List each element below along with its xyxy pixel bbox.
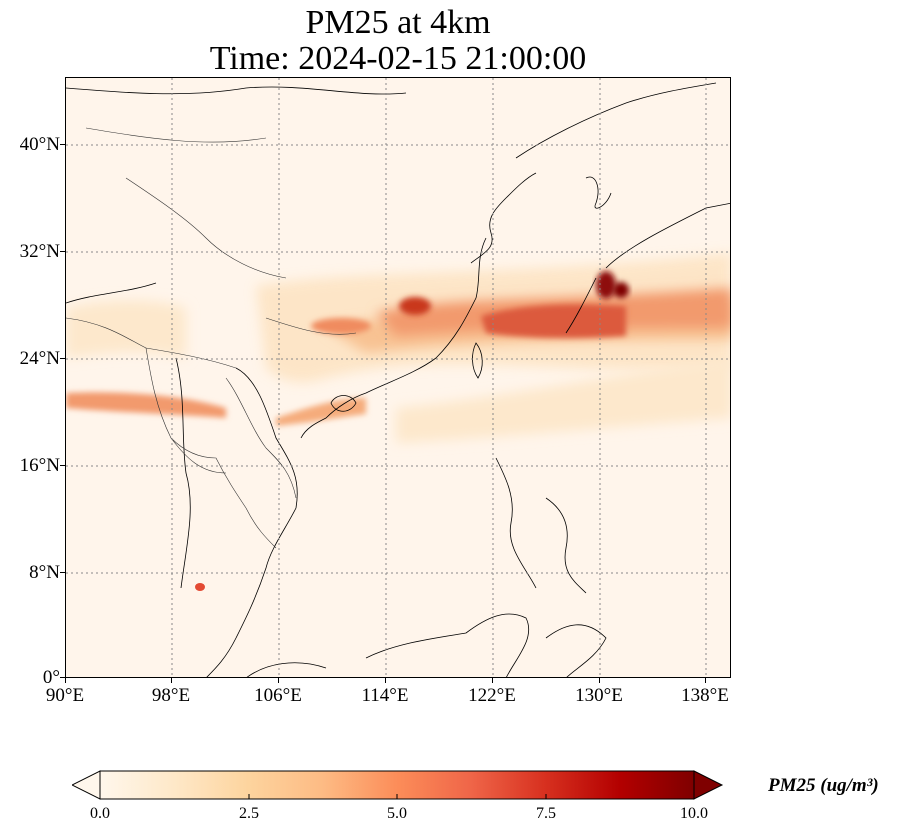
gridlines <box>66 78 730 677</box>
lon-tick-label-130: 130°E <box>575 685 623 706</box>
map-panel <box>65 77 731 678</box>
lat-tick-label-24: 24°N <box>19 348 60 369</box>
pm25-concentration-field <box>66 253 730 591</box>
lon-tick-label-114: 114°E <box>361 685 409 706</box>
lon-tick-mark <box>171 678 172 683</box>
lon-tick-mark <box>385 678 386 683</box>
colorbar-tick-label: 2.5 <box>239 805 259 822</box>
lon-tick-mark <box>278 678 279 683</box>
lat-tick-label-0: 0° <box>42 667 60 688</box>
colorbar <box>72 770 724 800</box>
lat-tick-label-8: 8°N <box>29 562 60 583</box>
map-title-line2: Time: 2024-02-15 21:00:00 <box>209 40 587 77</box>
lat-tick-label-40: 40°N <box>19 134 60 155</box>
lat-tick-mark <box>60 677 65 678</box>
lat-tick-label-16: 16°N <box>19 455 60 476</box>
lon-tick-mark <box>705 678 706 683</box>
map-title-line1: PM25 at 4km <box>305 4 491 41</box>
map-canvas <box>66 78 730 677</box>
lon-tick-label-90: 90°E <box>45 685 85 706</box>
lon-tick-mark <box>599 678 600 683</box>
colorbar-max-extend-arrow <box>693 770 724 800</box>
lon-tick-label-106: 106°E <box>254 685 302 706</box>
colorbar-tick-label: 10.0 <box>680 805 708 822</box>
country-borders <box>66 127 357 549</box>
colorbar-tick-label: 0.0 <box>90 805 110 822</box>
colorbar-title: PM25 (ug/m³) <box>768 775 879 796</box>
colorbar-min-extend-arrow <box>72 770 101 800</box>
lat-tick-label-32: 32°N <box>19 241 60 262</box>
lon-tick-label-122: 122°E <box>468 685 516 706</box>
lat-tick-mark <box>60 358 65 359</box>
lat-tick-mark <box>60 144 65 145</box>
lat-tick-mark <box>60 572 65 573</box>
colorbar-tick-label: 5.0 <box>387 805 407 822</box>
lon-tick-label-138: 138°E <box>681 685 729 706</box>
lat-tick-mark <box>60 465 65 466</box>
lon-tick-mark <box>65 678 66 683</box>
coastlines <box>66 82 730 677</box>
lon-tick-label-98: 98°E <box>151 685 191 706</box>
lat-tick-mark <box>60 251 65 252</box>
lon-tick-mark <box>492 678 493 683</box>
colorbar-tick-label: 7.5 <box>536 805 556 822</box>
